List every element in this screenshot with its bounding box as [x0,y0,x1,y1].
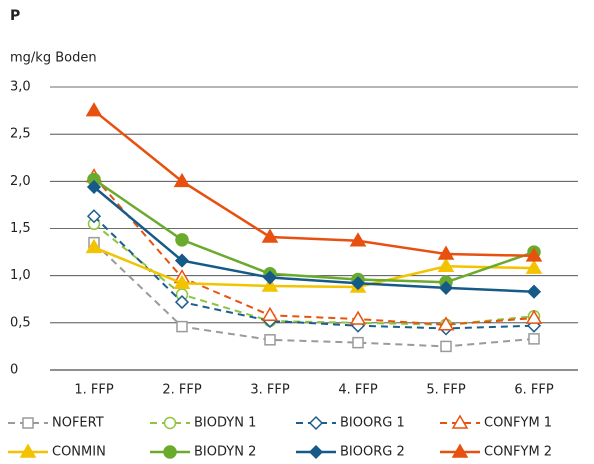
data-point [174,295,190,310]
data-point [85,238,103,254]
data-point [86,179,102,195]
legend-marker [19,443,37,458]
data-point [438,280,454,295]
legend-label: CONMIN [52,445,106,460]
y-tick-label: 0,5 [10,315,31,330]
series-line [93,109,535,258]
legend-marker [163,445,177,459]
legend-marker [163,416,177,430]
data-point [525,247,543,262]
x-tick-label: 4. FFP [338,383,377,398]
data-point [86,209,102,224]
legend-label: BIOORG 1 [340,416,405,431]
legend-marker [308,444,324,460]
chart-title: P [10,8,20,24]
y-axis-label: mg/kg Boden [10,51,97,66]
y-tick-label: 3,0 [10,80,31,95]
series-line [93,175,535,326]
legend-marker [308,415,324,431]
data-point [261,228,279,243]
x-tick-label: 3. FFP [250,383,289,398]
data-point [175,233,189,247]
data-point [85,102,103,117]
legend-label: CONFYM 2 [484,445,552,460]
data-point [350,276,366,291]
series-line [93,186,535,293]
data-point [525,259,543,274]
legend-label: NOFERT [52,416,104,431]
series-line [93,241,535,348]
legend-label: CONFYM 1 [484,416,552,431]
data-point [440,340,452,353]
legend-label: BIODYN 1 [194,416,256,431]
data-point [173,274,191,289]
data-point [437,245,455,260]
y-tick-label: 0 [10,363,18,378]
y-tick-label: 2,0 [10,174,31,189]
data-point [437,257,455,272]
x-tick-label: 1. FFP [74,383,113,398]
data-point [528,333,540,345]
data-point [352,336,364,349]
data-point [173,172,191,188]
legend-label: BIODYN 2 [194,445,256,460]
legend-label: BIOORG 2 [340,445,405,460]
y-tick-label: 2,5 [10,127,31,142]
data-point [349,232,367,247]
legend-marker [451,443,469,458]
legend-marker [22,417,34,429]
data-point [437,316,455,331]
data-point [174,253,190,268]
data-point [525,309,543,324]
legend-marker [451,414,469,429]
series-line [93,215,535,330]
data-point [264,334,276,346]
y-tick-label: 1,5 [10,221,31,236]
data-point [261,277,279,292]
data-point [262,270,278,285]
y-tick-label: 1,0 [10,268,31,283]
x-tick-label: 2. FFP [162,383,201,398]
x-tick-label: 6. FFP [514,383,553,398]
data-point [526,284,542,299]
x-tick-label: 5. FFP [426,383,465,398]
data-point [261,306,279,322]
series-line [93,178,535,284]
series-line [93,246,535,289]
data-point [349,310,367,325]
data-point [176,320,188,333]
